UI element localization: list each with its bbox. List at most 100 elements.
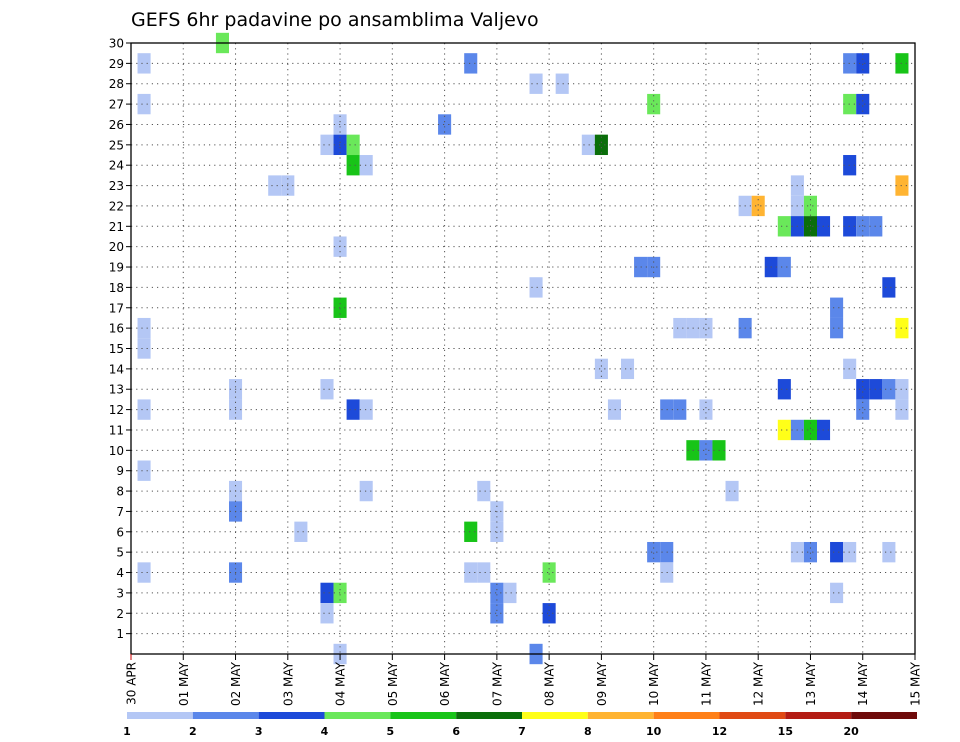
y-tick-label: 9 bbox=[116, 464, 124, 478]
x-tick-label: 07 MAY bbox=[490, 661, 504, 706]
heatmap-cell bbox=[699, 317, 713, 339]
heatmap-cell bbox=[320, 603, 334, 624]
y-tick-label: 3 bbox=[116, 586, 124, 600]
x-tick-label: 04 MAY bbox=[334, 661, 348, 706]
colorbar-label: 1 bbox=[123, 725, 131, 738]
heatmap-cell bbox=[490, 521, 504, 542]
heatmap-cell bbox=[830, 297, 844, 318]
heatmap-cell bbox=[320, 379, 334, 400]
heatmap-cell bbox=[621, 358, 635, 380]
y-tick-label: 30 bbox=[109, 37, 124, 51]
heatmap-cell bbox=[856, 379, 870, 400]
colorbar-label: 3 bbox=[255, 725, 263, 738]
colorbar-label: 15 bbox=[778, 725, 793, 738]
heatmap-cell bbox=[777, 256, 791, 278]
heatmap-cell bbox=[895, 53, 909, 74]
colorbar-label: 6 bbox=[452, 725, 460, 738]
y-tick-label: 13 bbox=[109, 383, 124, 397]
heatmap-cell bbox=[856, 216, 870, 237]
heatmap-cell bbox=[647, 541, 661, 563]
y-tick-label: 4 bbox=[116, 566, 124, 580]
heatmap-cell bbox=[803, 541, 817, 563]
heatmap-cell bbox=[320, 134, 334, 156]
colorbar-label: 10 bbox=[646, 725, 662, 738]
x-tick-label: 30 APR bbox=[125, 662, 139, 705]
y-tick-label: 14 bbox=[109, 362, 124, 376]
heatmap-cell bbox=[895, 399, 909, 420]
heatmap-cell bbox=[803, 195, 817, 217]
colorbar-label: 20 bbox=[844, 725, 860, 738]
heatmap-cell bbox=[777, 379, 791, 400]
x-tick-label: 10 MAY bbox=[647, 661, 661, 706]
heatmap-cell bbox=[137, 399, 151, 420]
heatmap-cell bbox=[464, 521, 478, 542]
heatmap-cell bbox=[137, 338, 151, 359]
heatmap-cell bbox=[594, 358, 608, 380]
colorbar-swatch bbox=[587, 712, 654, 719]
colorbar-label: 7 bbox=[518, 725, 526, 738]
y-tick-label: 1 bbox=[116, 627, 124, 641]
colorbar-swatch bbox=[127, 712, 193, 719]
heatmap-cell bbox=[830, 582, 844, 604]
heatmap-cell bbox=[803, 216, 817, 237]
y-tick-label: 26 bbox=[109, 118, 124, 132]
heatmap-cell bbox=[647, 93, 661, 115]
y-tick-label: 18 bbox=[109, 281, 124, 295]
heatmap-cell bbox=[503, 582, 517, 604]
heatmap-cell bbox=[882, 379, 896, 400]
heatmap-cell bbox=[607, 399, 621, 420]
heatmap-cell bbox=[725, 480, 739, 502]
y-tick-label: 12 bbox=[109, 403, 124, 417]
heatmap-cell bbox=[895, 175, 909, 196]
heatmap-cell bbox=[777, 216, 791, 237]
colorbar-swatch bbox=[653, 712, 720, 719]
y-tick-label: 10 bbox=[109, 444, 124, 458]
x-tick-label: 02 MAY bbox=[229, 661, 243, 706]
x-tick-label: 13 MAY bbox=[804, 661, 818, 706]
heatmap-cell bbox=[856, 93, 870, 115]
heatmap-cell bbox=[856, 399, 870, 420]
y-tick-label: 5 bbox=[116, 546, 124, 560]
colorbar-swatch bbox=[719, 712, 786, 719]
heatmap-cell bbox=[137, 93, 151, 115]
y-tick-label: 22 bbox=[109, 199, 124, 213]
x-tick-label: 11 MAY bbox=[699, 661, 713, 706]
heatmap-cells bbox=[137, 32, 909, 665]
heatmap-cell bbox=[137, 562, 151, 583]
colorbar-swatch bbox=[522, 712, 588, 719]
x-tick-label: 14 MAY bbox=[856, 661, 870, 706]
heatmap-cell bbox=[137, 460, 151, 481]
y-tick-label: 11 bbox=[109, 423, 124, 437]
heatmap-cell bbox=[882, 541, 896, 563]
colorbar: 1 2 3 4 5 6 7 8 10 12 15 20 bbox=[123, 712, 917, 738]
grid-lines bbox=[131, 42, 915, 654]
heatmap-cell bbox=[751, 195, 765, 217]
heatmap-cell bbox=[294, 521, 308, 542]
heatmap-cell bbox=[581, 134, 595, 156]
y-tick-label: 19 bbox=[109, 261, 124, 275]
heatmap-cell bbox=[542, 603, 556, 624]
colorbar-label: 2 bbox=[189, 725, 197, 738]
heatmap-cell bbox=[882, 277, 896, 298]
y-tick-label: 25 bbox=[109, 138, 124, 152]
heatmap-cell bbox=[490, 603, 504, 624]
heatmap-cell bbox=[346, 134, 360, 156]
colorbar-swatch bbox=[851, 712, 917, 719]
y-tick-label: 24 bbox=[109, 159, 124, 173]
heatmap-cell bbox=[464, 562, 478, 583]
heatmap-cell bbox=[856, 53, 870, 74]
y-tick-label: 23 bbox=[109, 179, 124, 193]
y-tick-label: 29 bbox=[109, 57, 124, 71]
x-tick-label: 05 MAY bbox=[386, 661, 400, 706]
colorbar-label: 4 bbox=[321, 725, 329, 738]
heatmap-cell bbox=[673, 399, 687, 420]
heatmap-cell bbox=[529, 73, 543, 94]
heatmap-cell bbox=[699, 440, 713, 461]
heatmap-cell bbox=[699, 399, 713, 420]
heatmap-cell bbox=[830, 317, 844, 339]
heatmap-cell bbox=[268, 175, 282, 196]
y-tick-label: 8 bbox=[116, 485, 124, 499]
colorbar-label: 8 bbox=[584, 725, 592, 738]
x-tick-label: 08 MAY bbox=[543, 661, 557, 706]
